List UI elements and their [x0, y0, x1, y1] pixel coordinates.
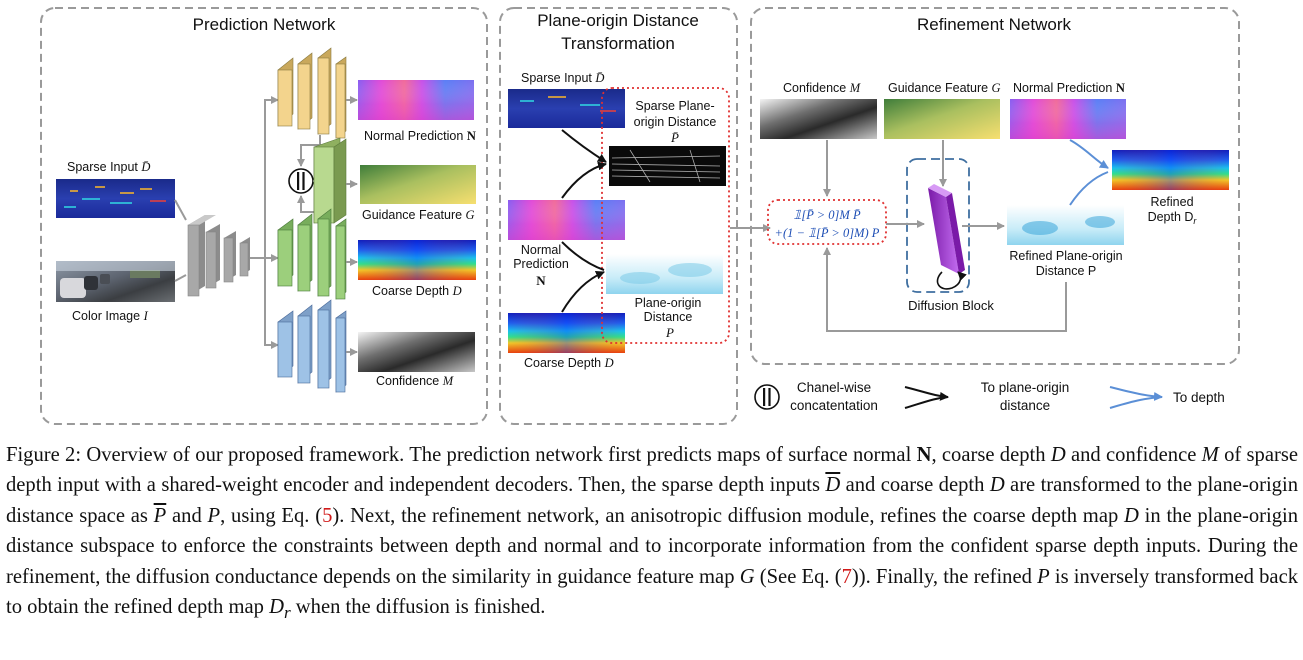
encoder-connections: [174, 96, 279, 349]
transform-coarse-label: Coarse Depth D: [524, 356, 614, 370]
refined-po-label-1: Refined Plane-origin: [1009, 249, 1122, 263]
guidance-feature-label: Guidance Feature G: [362, 208, 475, 222]
confidence-label: Confidence M: [376, 374, 454, 388]
sparse-points: [64, 186, 166, 208]
sparse-po-texture: [611, 149, 721, 183]
transform-sparse-map: [508, 89, 625, 128]
figure-caption: Figure 2: Overview of our proposed frame…: [6, 444, 1299, 623]
prediction-panel: [40, 7, 488, 425]
transform-output-box: [601, 87, 730, 344]
refined-po-texture: [1022, 216, 1115, 235]
transform-normal-label-1: Normal: [521, 243, 561, 257]
concat-icon: [288, 168, 314, 194]
transform-title-line1: Plane-origin Distance: [537, 11, 699, 30]
transform-normal-sym: N: [536, 273, 546, 288]
normal-prediction-label: Normal Prediction N: [364, 129, 476, 143]
transform-normal-label-2: Prediction: [513, 257, 569, 271]
refine-guidance-map: [884, 99, 1000, 139]
refine-connections: [823, 140, 1067, 332]
confidence-decoder: [277, 299, 347, 393]
legend-to-po-line2: distance: [1000, 398, 1050, 413]
po-label-2: Distance: [644, 310, 693, 324]
transform-panel: [499, 7, 738, 425]
color-image-cars: [56, 261, 175, 298]
to-depth-arrows: [1069, 139, 1109, 206]
sparse-input-map: [56, 179, 175, 218]
refine-guidance-label: Guidance Feature G: [888, 81, 1001, 95]
eq-ref-7[interactable]: 7: [841, 565, 852, 588]
normal-decoder: [277, 47, 347, 139]
legend-to-depth: To depth: [1173, 390, 1225, 405]
legend-to-depth-arrow: [1109, 386, 1163, 409]
guidance-feature-map: [360, 165, 476, 204]
sparse-po-label-1: Sparse Plane-: [635, 99, 714, 113]
diffusion-block: [928, 184, 965, 274]
framework-figure: Prediction Network Plane-origin Distance…: [40, 7, 1240, 425]
formula-line1: 𝟙[P̄ > 0]M P̄: [793, 208, 861, 222]
legend-to-po-arrow: [904, 386, 949, 409]
refine-confidence-label: Confidence M: [783, 81, 861, 95]
color-image-label: Color Image I: [72, 309, 149, 323]
legend-concat-line1: Chanel-wise: [797, 380, 871, 395]
transform-sparse-points: [520, 96, 616, 112]
prediction-title: Prediction Network: [193, 15, 336, 34]
refined-depth-label-1: Refined: [1150, 195, 1193, 209]
diffusion-loop: [936, 271, 967, 290]
guidance-decoder: [313, 137, 347, 224]
confidence-map: [358, 332, 475, 372]
to-po-arrows: [561, 129, 607, 313]
formula-line2: +(1 − 𝟙[P̄ > 0]M) P: [775, 226, 880, 240]
sparse-input-label: Sparse Input D̄: [67, 160, 150, 174]
diffusion-block-label: Diffusion Block: [908, 298, 994, 313]
sparse-po-sym: P̄: [670, 130, 679, 145]
po-sym: P: [665, 325, 674, 340]
legend-concat-icon: [754, 384, 780, 410]
refine-normal-label: Normal Prediction N: [1013, 81, 1125, 95]
transform-sparse-label: Sparse Input D̄: [521, 71, 604, 85]
transform-title-line2: Transformation: [561, 34, 675, 53]
formula-box: [767, 199, 887, 245]
refinement-title: Refinement Network: [917, 15, 1072, 34]
po-label-1: Plane-origin: [635, 296, 702, 310]
po-texture: [620, 263, 712, 284]
legend-to-po-line1: To plane-origin: [981, 380, 1070, 395]
legend-concat-line2: concatentation: [790, 398, 878, 413]
coarse-depth-label: Coarse Depth D: [372, 284, 462, 298]
refined-depth-label-2: Depth Dr: [1148, 210, 1198, 226]
encoder: [187, 215, 250, 297]
sparse-po-label-2: origin Distance: [634, 115, 717, 129]
eq-ref-5[interactable]: 5: [322, 504, 333, 527]
refined-po-label-2: Distance P: [1036, 264, 1096, 278]
refine-confidence-map: [760, 99, 877, 139]
coarse-decoder: [277, 208, 347, 300]
